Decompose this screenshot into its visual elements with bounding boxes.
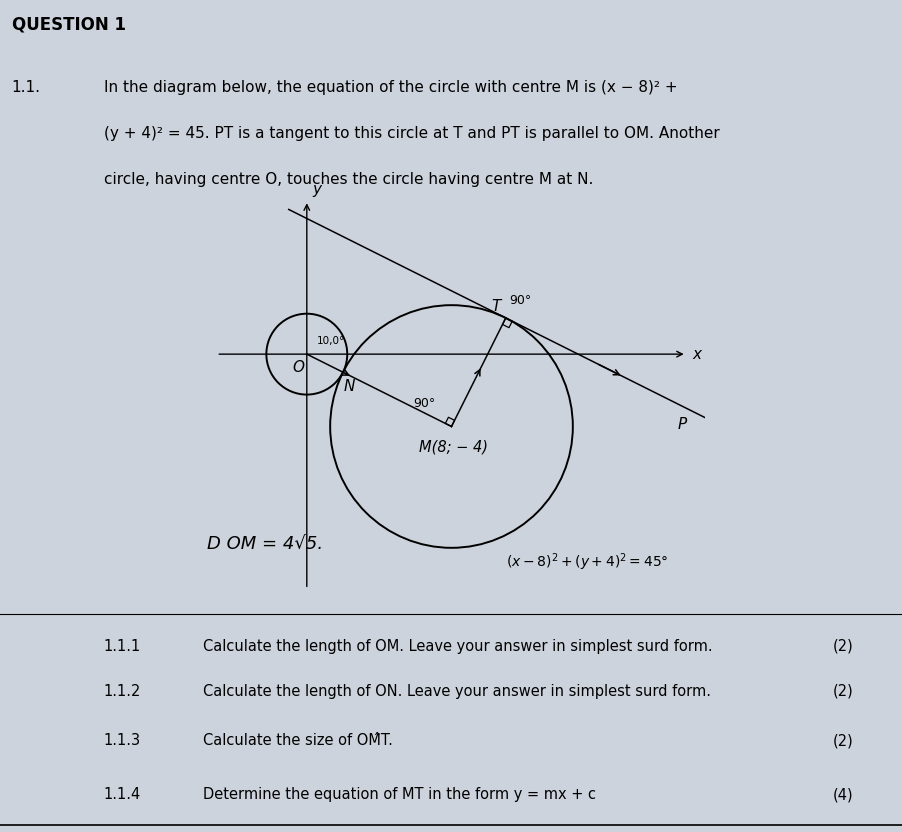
Text: Calculate the length of ON. Leave your answer in simplest surd form.: Calculate the length of ON. Leave your a… [203, 684, 711, 699]
Text: 90°: 90° [413, 397, 435, 410]
Text: QUESTION 1: QUESTION 1 [12, 16, 125, 34]
Text: D OM = 4√5.: D OM = 4√5. [207, 535, 323, 553]
Text: 1.1.: 1.1. [12, 80, 41, 95]
Text: N: N [344, 379, 354, 394]
Text: T: T [491, 300, 500, 314]
Text: (4): (4) [832, 787, 852, 802]
Text: 1.1.1: 1.1.1 [104, 639, 141, 654]
Text: (y + 4)² = 45. PT is a tangent to this circle at T and PT is parallel to OM. Ano: (y + 4)² = 45. PT is a tangent to this c… [104, 126, 719, 141]
Text: (2): (2) [832, 639, 852, 654]
Text: Calculate the length of OM. Leave your answer in simplest surd form.: Calculate the length of OM. Leave your a… [203, 639, 712, 654]
Text: (2): (2) [832, 733, 852, 748]
Text: 1.1.4: 1.1.4 [104, 787, 141, 802]
Text: In the diagram below, the equation of the circle with centre M is (x − 8)² +: In the diagram below, the equation of th… [104, 80, 676, 95]
Text: 1.1.3: 1.1.3 [104, 733, 141, 748]
Text: y: y [312, 181, 321, 197]
Text: M(8; − 4): M(8; − 4) [419, 439, 487, 454]
Text: Determine the equation of MT in the form y = mx + c: Determine the equation of MT in the form… [203, 787, 595, 802]
Text: 1.1.2: 1.1.2 [104, 684, 141, 699]
Text: P: P [676, 418, 686, 433]
Text: x: x [691, 347, 700, 362]
Text: O: O [291, 360, 304, 375]
Text: 90°: 90° [509, 295, 531, 307]
Text: Calculate the size of OM̂T.: Calculate the size of OM̂T. [203, 733, 392, 748]
Text: $(x-8)^2+(y+4)^2=45°$: $(x-8)^2+(y+4)^2=45°$ [505, 552, 667, 573]
Text: circle, having centre O, touches the circle having centre M at N.: circle, having centre O, touches the cir… [104, 171, 593, 186]
Text: 10,0°: 10,0° [317, 336, 345, 346]
Text: (2): (2) [832, 684, 852, 699]
